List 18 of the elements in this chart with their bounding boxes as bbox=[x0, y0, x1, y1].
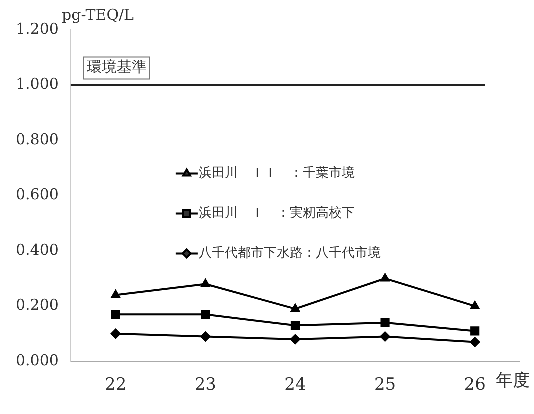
y-tick-label: 0.200 bbox=[16, 296, 59, 314]
ref-line-label: 環境基準 bbox=[86, 58, 147, 76]
legend-label: 八千代都市下水路：八千代市境 bbox=[198, 245, 381, 262]
y-tick-label: 0.400 bbox=[16, 240, 59, 259]
y-tick-label: 1.200 bbox=[16, 20, 59, 38]
legend-label: 浜田川 Ｉ ：実籾高校下 bbox=[198, 205, 355, 222]
x-tick-label: 24 bbox=[284, 375, 306, 396]
x-tick-label: 25 bbox=[374, 375, 396, 396]
y-tick-label: 0.800 bbox=[16, 130, 59, 148]
x-tick-label: 22 bbox=[105, 375, 127, 396]
y-tick-label: 0.000 bbox=[16, 351, 59, 370]
legend-label: 浜田川 ＩＩ ：千葉市境 bbox=[198, 165, 355, 182]
x-tick-label: 23 bbox=[194, 375, 216, 396]
y-tick-label: 1.000 bbox=[16, 75, 59, 94]
y-tick-label: 0.600 bbox=[16, 186, 59, 204]
y-axis-title: pg-TEQ/L bbox=[62, 6, 134, 24]
x-axis-title: 年度 bbox=[496, 371, 530, 392]
x-tick-label: 26 bbox=[464, 375, 486, 396]
